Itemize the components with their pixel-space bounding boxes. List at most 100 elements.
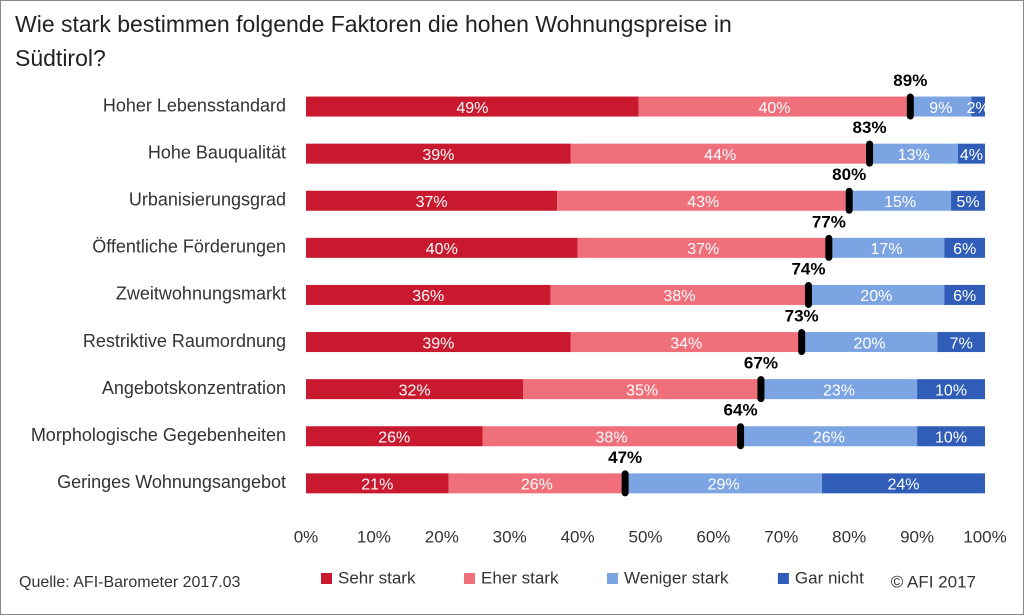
- value-label: 13%: [898, 147, 930, 164]
- bar-segment: [306, 379, 524, 400]
- bar-segment: [570, 143, 870, 164]
- bar-segment: [625, 473, 823, 494]
- x-tick-label: 100%: [963, 527, 1006, 546]
- legend-swatch: [607, 573, 618, 584]
- bar-segment: [306, 332, 571, 353]
- value-label: 15%: [884, 194, 916, 211]
- bar-segment: [971, 96, 985, 117]
- value-label: 4%: [960, 147, 983, 164]
- total-label: 77%: [812, 212, 846, 231]
- bar-segment: [849, 190, 952, 211]
- x-tick-label: 50%: [628, 527, 662, 546]
- bar-segment: [482, 426, 741, 447]
- value-label: 20%: [860, 288, 892, 305]
- x-tick-label: 90%: [900, 527, 934, 546]
- value-label: 36%: [412, 288, 444, 305]
- total-label: 64%: [724, 401, 758, 420]
- legend-label: Gar nicht: [795, 568, 864, 587]
- bar-segment: [306, 190, 558, 211]
- total-label: 83%: [853, 118, 887, 137]
- legend-label: Weniger stark: [624, 568, 729, 587]
- category-label: Hoher Lebensstandard: [103, 95, 286, 115]
- bar-segment: [550, 284, 809, 305]
- copyright: © AFI 2017: [891, 572, 976, 591]
- value-label: 32%: [399, 382, 431, 399]
- bar-segment: [306, 96, 639, 117]
- total-marker: [798, 329, 806, 356]
- bar-segment: [917, 426, 985, 447]
- bar-segment: [869, 143, 958, 164]
- legend-label: Sehr stark: [338, 568, 416, 587]
- total-marker: [737, 423, 745, 450]
- bar-segment: [306, 473, 449, 494]
- value-label: 35%: [626, 382, 658, 399]
- source: Quelle: AFI-Barometer 2017.03: [19, 574, 241, 591]
- bar-segment: [808, 284, 945, 305]
- x-tick-label: 20%: [425, 527, 459, 546]
- category-label: Urbanisierungsgrad: [129, 190, 286, 210]
- category-label: Restriktive Raumordnung: [83, 331, 286, 351]
- total-marker: [866, 140, 874, 167]
- value-label: 37%: [687, 241, 719, 258]
- x-tick-label: 70%: [764, 527, 798, 546]
- total-marker: [906, 93, 914, 120]
- value-label: 26%: [378, 429, 410, 446]
- value-label: 49%: [456, 100, 488, 117]
- bar-segment: [448, 473, 626, 494]
- bar-segment: [306, 426, 483, 447]
- bar-segment: [570, 332, 802, 353]
- value-label: 40%: [758, 100, 790, 117]
- bar-segment: [957, 143, 985, 164]
- category-label: Zweitwohnungsmarkt: [116, 284, 286, 304]
- x-tick-label: 80%: [832, 527, 866, 546]
- value-label: 2%: [967, 100, 990, 117]
- bar-segment: [910, 96, 972, 117]
- bar-segment: [760, 379, 918, 400]
- value-label: 39%: [422, 335, 454, 352]
- x-tick-label: 40%: [561, 527, 595, 546]
- bar-segment: [801, 332, 938, 353]
- value-label: 26%: [521, 477, 553, 494]
- total-label: 47%: [608, 448, 642, 467]
- value-label: 37%: [416, 194, 448, 211]
- bar-segment: [638, 96, 911, 117]
- bar-segment: [306, 284, 551, 305]
- total-marker: [804, 281, 812, 308]
- value-label: 40%: [426, 241, 458, 258]
- value-label: 10%: [935, 382, 967, 399]
- value-label: 38%: [663, 288, 695, 305]
- value-label: 38%: [596, 429, 628, 446]
- value-label: 23%: [823, 382, 855, 399]
- bar-segment: [951, 190, 985, 211]
- category-label: Hohe Bauqualität: [148, 142, 286, 162]
- legend-swatch: [777, 573, 789, 584]
- bar-segment: [944, 237, 985, 258]
- value-label: 39%: [422, 147, 454, 164]
- bar-segment: [306, 237, 578, 258]
- value-label: 6%: [953, 288, 976, 305]
- bar-segment: [523, 379, 761, 400]
- legend-swatch: [464, 573, 475, 584]
- value-label: 34%: [670, 335, 702, 352]
- total-label: 74%: [791, 259, 825, 278]
- bar-segment: [937, 332, 985, 353]
- value-label: 29%: [708, 477, 740, 494]
- value-label: 17%: [871, 241, 903, 258]
- x-tick-label: 60%: [696, 527, 730, 546]
- bar-segment: [577, 237, 829, 258]
- value-label: 44%: [704, 147, 736, 164]
- legend-label: Eher stark: [481, 568, 559, 587]
- total-label: 80%: [832, 165, 866, 184]
- value-label: 6%: [953, 241, 976, 258]
- bar-segment: [917, 379, 985, 400]
- bar-segment: [557, 190, 850, 211]
- chart-title: Wie stark bestimmen folgende Faktoren di…: [15, 11, 732, 71]
- total-marker: [825, 234, 833, 261]
- total-marker: [757, 376, 765, 403]
- value-label: 5%: [956, 194, 979, 211]
- bar-segment: [944, 284, 985, 305]
- value-label: 7%: [950, 335, 973, 352]
- category-label: Angebotskonzentration: [102, 378, 286, 398]
